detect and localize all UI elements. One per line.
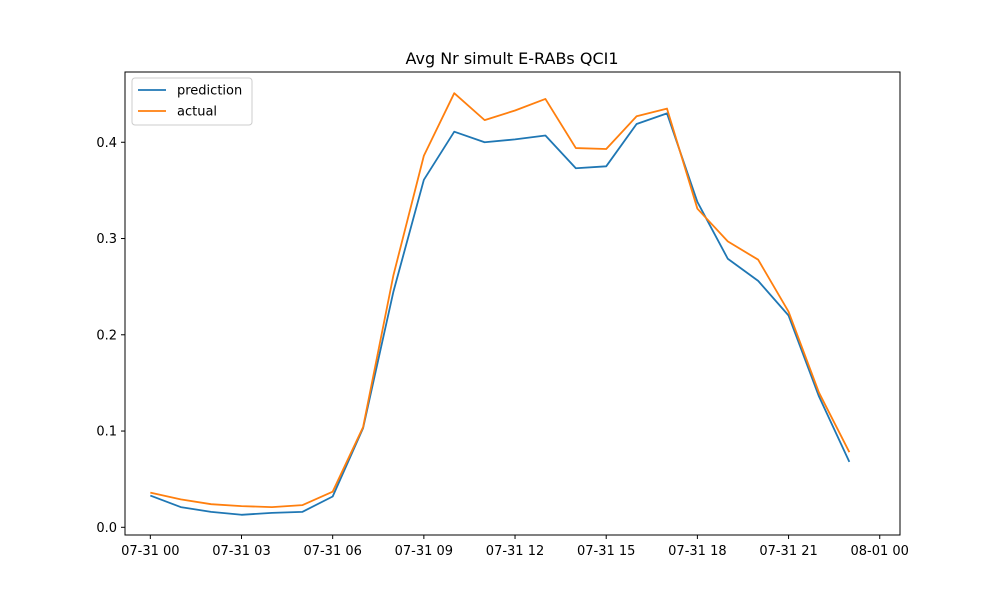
plot-series (150, 92, 851, 516)
y-tick-label: 0.0 (96, 521, 117, 536)
series-line-actual (150, 92, 851, 508)
plot-frame (124, 71, 901, 536)
x-tick-label: 07-31 15 (577, 544, 635, 559)
y-tick-label: 0.3 (96, 232, 117, 247)
legend: prediction actual (131, 77, 253, 126)
legend-label-prediction: prediction (177, 84, 242, 99)
x-tick-label: 07-31 09 (395, 544, 453, 559)
series-line-prediction (150, 112, 851, 516)
y-tick-label: 0.1 (96, 425, 117, 440)
axes: 07-31 00 07-31 03 07-31 06 07-31 09 07-31 12… (96, 71, 909, 559)
x-tick-label: 07-31 00 (121, 544, 179, 559)
x-tick-label: 07-31 06 (303, 544, 361, 559)
y-tick-label: 0.2 (96, 328, 117, 343)
x-tick-label: 07-31 21 (759, 544, 817, 559)
x-tick-label: 08-01 00 (851, 544, 909, 559)
x-tick-label: 07-31 18 (668, 544, 726, 559)
chart-title: Avg Nr simult E-RABs QCI1 (405, 49, 618, 68)
x-tick-label: 07-31 03 (212, 544, 270, 559)
y-tick-label: 0.4 (96, 136, 117, 151)
x-tick-label: 07-31 12 (486, 544, 544, 559)
legend-label-actual: actual (177, 105, 217, 120)
